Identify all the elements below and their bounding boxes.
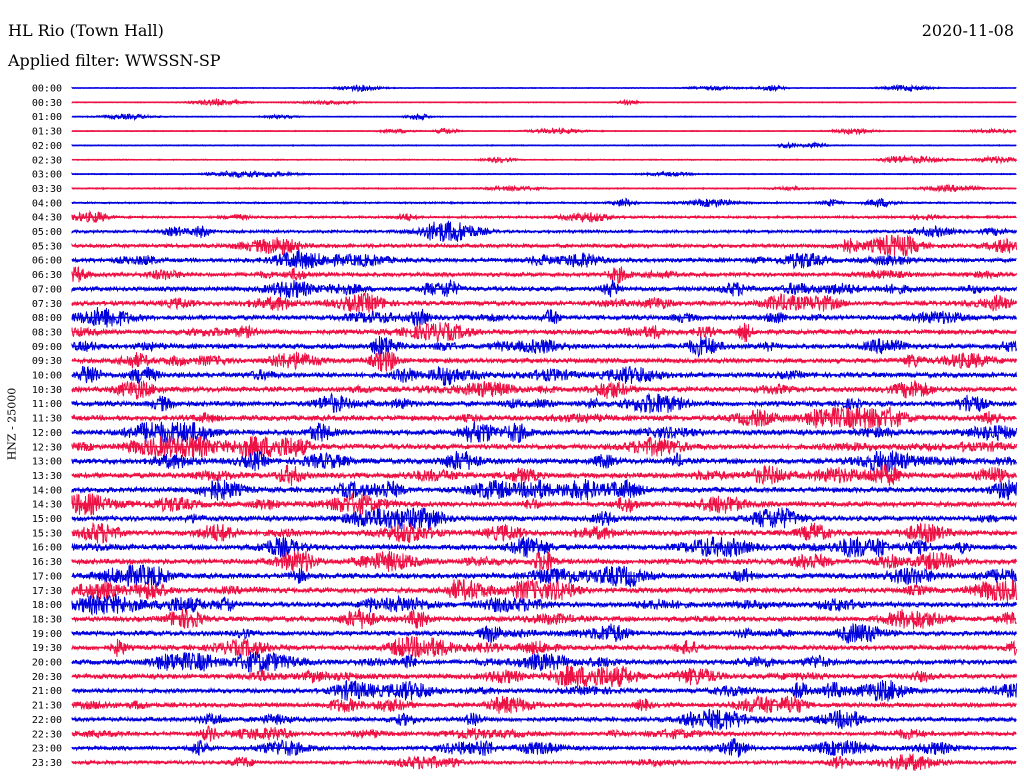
- row-time-label: 03:00: [32, 170, 62, 181]
- trace-line: [71, 550, 1017, 572]
- row-time-label: 10:30: [32, 385, 62, 396]
- trace-line: [71, 753, 1017, 772]
- row-time-label: 23:30: [32, 758, 62, 769]
- trace-line: [71, 266, 1017, 284]
- row-time-label: 02:30: [32, 155, 62, 166]
- row-time-label: 19:00: [32, 629, 62, 640]
- row-time-label: 07:30: [32, 299, 62, 310]
- row-time-label: 22:00: [32, 715, 62, 726]
- trace-line: [71, 392, 1017, 414]
- row-time-label: 16:00: [32, 543, 62, 554]
- trace-line: [71, 492, 1017, 516]
- row-time-label: 09:00: [32, 342, 62, 353]
- trace-line: [71, 365, 1017, 386]
- row-time-label: 02:00: [32, 141, 62, 152]
- row-time-label: 15:30: [32, 528, 62, 539]
- row-time-label: 12:30: [32, 442, 62, 453]
- trace-line: [71, 522, 1017, 544]
- row-time-label: 11:30: [32, 414, 62, 425]
- trace-line: [71, 380, 1017, 400]
- row-time-label: 17:00: [32, 571, 62, 582]
- trace-line: [71, 593, 1017, 617]
- row-time-label: 04:00: [32, 198, 62, 209]
- row-time-label: 22:30: [32, 729, 62, 740]
- row-time-label: 13:30: [32, 471, 62, 482]
- row-time-label: 15:00: [32, 514, 62, 525]
- trace-line: [71, 665, 1017, 688]
- row-time-label: 05:00: [32, 227, 62, 238]
- date-label: 2020-11-08: [921, 21, 1014, 40]
- row-time-label: 21:30: [32, 701, 62, 712]
- row-time-label: 14:30: [32, 500, 62, 511]
- row-time-label: 20:30: [32, 672, 62, 683]
- row-time-label: 08:30: [32, 327, 62, 338]
- trace-line: [71, 420, 1017, 444]
- row-time-label: 13:00: [32, 457, 62, 468]
- row-time-label: 23:00: [32, 744, 62, 755]
- row-time-label: 17:30: [32, 586, 62, 597]
- row-time-label: 20:00: [32, 658, 62, 669]
- row-time-label: 03:30: [32, 184, 62, 195]
- row-time-label: 10:00: [32, 371, 62, 382]
- row-time-label: 18:30: [32, 614, 62, 625]
- row-time-label: 06:30: [32, 270, 62, 281]
- row-time-label: 06:00: [32, 256, 62, 267]
- row-time-label: 11:00: [32, 399, 62, 410]
- row-time-label: 07:00: [32, 284, 62, 295]
- row-time-label: 21:00: [32, 686, 62, 697]
- row-time-label: 01:30: [32, 127, 62, 138]
- row-time-label: 01:00: [32, 112, 62, 123]
- row-time-label: 04:30: [32, 213, 62, 224]
- trace-line: [71, 349, 1017, 373]
- row-time-label: 18:00: [32, 600, 62, 611]
- row-time-label: 16:30: [32, 557, 62, 568]
- row-time-label: 19:30: [32, 643, 62, 654]
- row-time-label: 14:00: [32, 485, 62, 496]
- row-time-label: 05:30: [32, 241, 62, 252]
- filter-label: Applied filter: WWSSN-SP: [8, 51, 221, 70]
- station-title: HL Rio (Town Hall): [8, 21, 164, 40]
- row-time-label: 09:30: [32, 356, 62, 367]
- trace-line: [71, 450, 1017, 473]
- row-time-label: 00:30: [32, 98, 62, 109]
- row-time-label: 08:00: [32, 313, 62, 324]
- row-time-label: 12:00: [32, 428, 62, 439]
- row-time-label: 00:00: [32, 84, 62, 95]
